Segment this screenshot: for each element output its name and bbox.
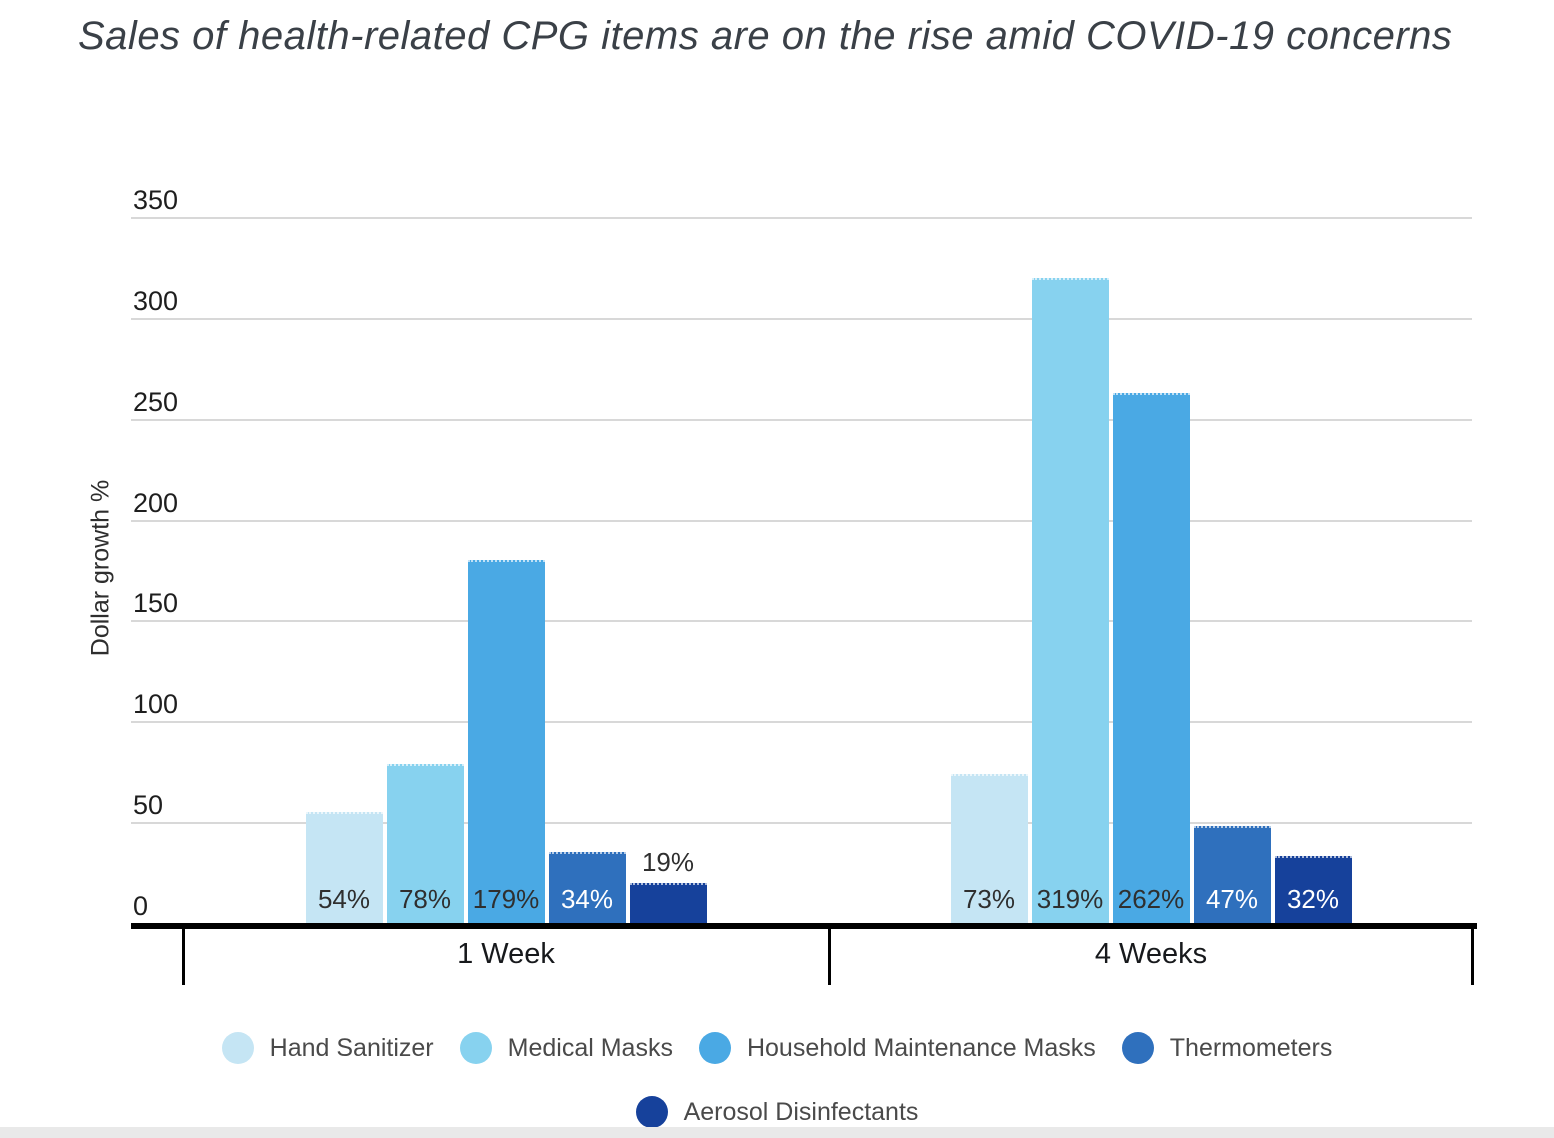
bar-value-label: 78%	[398, 884, 452, 914]
legend-label: Household Maintenance Masks	[746, 1033, 1096, 1062]
gridline	[131, 418, 1472, 421]
x-axis-baseline	[131, 923, 1477, 929]
legend-row: Hand Sanitizer Medical Masks Household Mai…	[0, 1032, 1554, 1064]
y-tick-label: 300	[133, 285, 179, 316]
legend-item: Household Maintenance Masks	[698, 1032, 1096, 1064]
bar: 319%	[1031, 278, 1109, 923]
bar-value-label: 47%	[1205, 884, 1259, 914]
bar: 32%	[1274, 856, 1352, 923]
legend-swatch-icon	[1121, 1032, 1154, 1064]
y-tick-label: 150	[133, 588, 179, 619]
bar-value-label: 73%	[962, 884, 1016, 914]
legend-item: Aerosol Disinfectants	[635, 1096, 919, 1128]
legend-label: Thermometers	[1169, 1033, 1333, 1062]
legend-item: Thermometers	[1121, 1032, 1333, 1064]
gridline	[131, 317, 1472, 320]
legend-swatch-icon	[459, 1032, 492, 1064]
bar-value-label: 19%	[641, 847, 695, 877]
legend-item: Medical Masks	[459, 1032, 673, 1064]
bar-value-label: 32%	[1286, 884, 1340, 914]
legend-swatch-icon	[698, 1032, 731, 1064]
gridline	[131, 217, 1472, 220]
legend-row: Aerosol Disinfectants	[0, 1096, 1554, 1128]
y-tick-label: 100	[133, 689, 179, 720]
gridline	[131, 822, 1472, 825]
legend-swatch-icon	[221, 1032, 254, 1064]
y-tick-label: 200	[133, 487, 179, 518]
category-label: 1 Week	[457, 938, 555, 970]
bar: 19%	[629, 847, 707, 923]
x-axis-tick	[1471, 923, 1474, 985]
gridline	[131, 620, 1472, 623]
y-tick-label: 250	[133, 386, 179, 417]
bar-value-label: 262%	[1117, 884, 1185, 914]
legend-label: Medical Masks	[507, 1033, 673, 1062]
gridline	[131, 519, 1472, 522]
bar: 47%	[1193, 826, 1271, 923]
bottom-strip	[0, 1127, 1554, 1138]
x-axis-tick	[182, 923, 185, 985]
bar-value-label: 54%	[317, 884, 371, 914]
bar: 78%	[386, 764, 464, 923]
y-tick-label: 50	[133, 790, 164, 821]
x-axis-tick	[828, 923, 831, 985]
bar: 54%	[305, 812, 383, 923]
chart-title: Sales of health-related CPG items are on…	[78, 14, 1453, 58]
bar: 179%	[467, 560, 545, 923]
legend-swatch-icon	[635, 1096, 668, 1128]
y-axis-label: Dollar growth %	[86, 479, 115, 657]
legend: Hand Sanitizer Medical Masks Household Mai…	[0, 1032, 1554, 1138]
legend-item: Hand Sanitizer	[221, 1032, 434, 1064]
y-tick-label: 0	[133, 891, 149, 921]
bar-value-label: 34%	[560, 884, 614, 914]
bar: 262%	[1112, 393, 1190, 923]
bar-group: 73% 319% 262% 47% 32%	[829, 278, 1473, 923]
bar: 34%	[548, 852, 626, 923]
bar: 73%	[950, 774, 1028, 923]
y-tick-label: 350	[133, 185, 179, 216]
category-label: 4 Weeks	[1094, 938, 1208, 970]
plot-area: 54% 78% 179% 34% 19% 73% 319% 262% 47% 32%	[131, 0, 1472, 923]
legend-label: Aerosol Disinfectants	[683, 1097, 919, 1126]
bar-value-label: 319%	[1036, 884, 1104, 914]
legend-label: Hand Sanitizer	[269, 1033, 434, 1062]
bar-value-label: 179%	[472, 884, 540, 914]
bar-group: 54% 78% 179% 34% 19%	[183, 560, 829, 923]
gridline	[131, 721, 1472, 724]
